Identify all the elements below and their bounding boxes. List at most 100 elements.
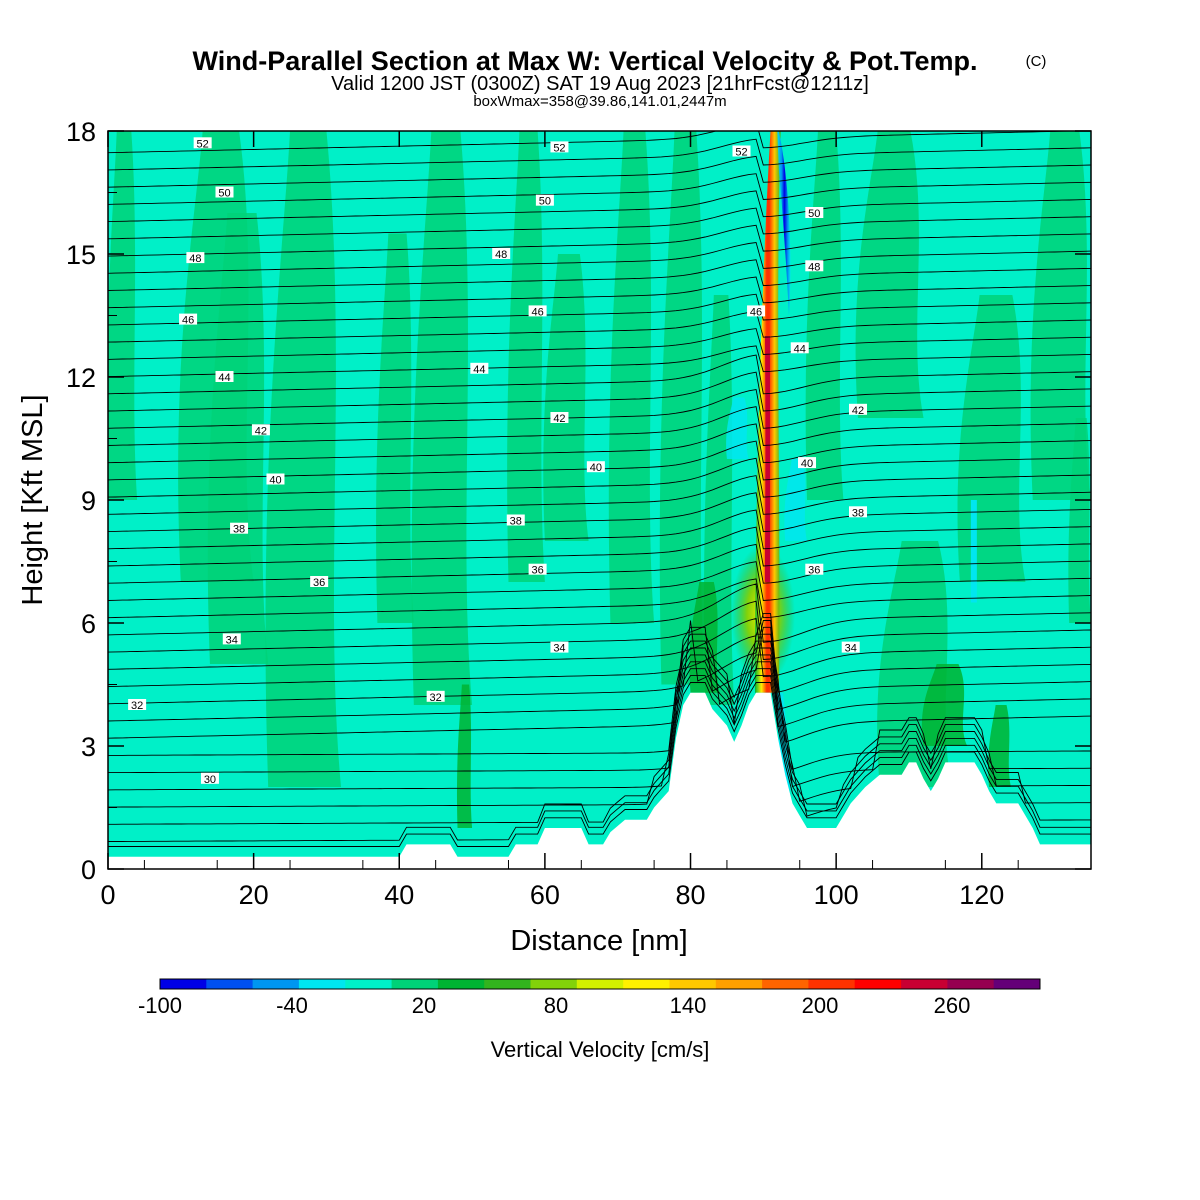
isentrope-line [108,457,1091,498]
isentrope-label: 40 [586,461,605,474]
isentrope-label: 30 [200,772,219,786]
isentrope-line [108,190,1091,223]
colorbar-swatch [993,979,1041,989]
isentrope-label-bg [805,207,824,218]
isentrope-label-text: 48 [495,249,507,261]
isentrope-label: 32 [128,699,147,712]
colorbar-swatch [252,979,300,989]
isentrope-label-bg [805,260,824,272]
isentrope-label-bg [790,342,809,354]
x-tick-label: 40 [384,880,414,910]
isentrope-label-text: 34 [226,634,238,646]
isentrope-label-text: 44 [473,364,485,376]
y-tick-label: 12 [66,363,96,393]
colorbar-swatch [484,979,531,989]
chart-title: Wind-Parallel Section at Max W: Vertical… [193,46,978,76]
isentrope-label-text: 38 [852,507,864,519]
isentrope-label-text: 50 [808,208,820,220]
isentrope-label-bg [798,457,817,469]
isentrope-label-text: 44 [794,343,806,355]
isentrope-label-bg [266,473,285,485]
isentrope-line [108,675,1091,842]
isentrope-label-text: 48 [189,253,201,265]
downdraft-streak [970,500,977,603]
velocity-streak [988,705,1011,787]
isentrope-line [108,131,1091,154]
terrain-mask [108,692,1091,869]
isentrope-label-bg [528,563,547,575]
isentrope-line [108,668,1091,825]
isentrope-line [108,600,1091,660]
isentrope-label-text: 32 [430,692,442,704]
isentrope-label: 48 [186,252,205,265]
isentrope-label-bg [426,690,445,702]
isentrope-label: 52 [193,137,212,150]
x-tick-label: 60 [530,880,560,910]
isentrope-label-text: 50 [218,188,230,200]
colorbar-tick-label: 260 [934,993,971,1018]
isentrope-line [108,371,1091,412]
isentrope-line [108,328,1091,360]
colorbar-swatch [206,979,254,989]
isentrope-lines [108,131,1091,847]
isentrope-label: 36 [528,563,547,577]
isentrope-label: 50 [215,186,234,200]
isentrope-label: 50 [805,207,824,220]
isentrope-label-bg [186,252,205,264]
isentrope-label: 42 [848,403,867,417]
velocity-streak [608,131,655,623]
isentrope-label-text: 32 [131,700,143,712]
isentrope-label-text: 40 [269,475,281,487]
isentrope-line [108,640,1091,770]
colorbar-swatch [762,979,809,989]
isentrope-line [108,276,1091,309]
copyright-mark: (C) [1026,53,1047,70]
isentrope-line [108,682,1091,847]
isentrope-label-text: 40 [590,462,602,474]
isentrope-line [108,207,1091,240]
isentrope-label-text: 46 [750,306,762,318]
velocity-streak [805,131,844,500]
isentrope-label-bg [215,186,234,198]
colorbar-tick-label: 20 [412,993,436,1018]
plot-area: 30 32 32 34 34 34 36 36 36 38 38 38 40 40 40 42 42 42 44 44… [108,131,1091,869]
colorbar-swatch [854,979,902,989]
x-axis-label: Distance [nm] [510,925,687,957]
isentrope-label-text: 34 [553,643,565,655]
isentrope-label-bg [222,633,241,645]
isentrope-label-text: 36 [531,565,543,577]
isentrope-line [108,620,1091,710]
isentrope-label-bg [128,699,147,710]
chart-subtitle: Valid 1200 JST (0300Z) SAT 19 Aug 2023 [… [331,73,869,95]
isentrope-label-text: 52 [735,147,747,159]
isentrope-line [108,561,1091,601]
isentrope-label-bg [550,141,569,153]
isentrope-label: 36 [805,563,824,577]
isentrope-line [108,423,1091,464]
velocity-streak [1030,131,1091,500]
isentrope-label-bg [200,772,219,784]
isentrope-label: 52 [550,141,569,154]
isentrope-label-bg [732,145,751,157]
isentrope-label-bg [586,461,605,473]
isentrope-label-bg [747,305,766,317]
isentrope-label-text: 36 [808,565,820,577]
y-tick-label: 0 [81,855,96,885]
isentrope-label: 44 [790,342,809,355]
isentrope-line [108,406,1091,446]
x-tick-label: 100 [814,880,859,910]
colorbar-tick-label: 80 [544,993,568,1018]
velocity-streak [855,131,924,418]
colorbar-tick-label: 140 [670,993,707,1018]
isentrope-label-text: 30 [204,774,216,786]
updraft-max-core [764,336,770,582]
isentrope-label-bg [251,424,270,436]
colorbar-tick-label: 200 [802,993,839,1018]
isentrope-label: 40 [798,457,817,470]
isentrope-label-text: 42 [255,425,267,437]
isentrope-line [108,345,1091,378]
isentrope-label: 38 [506,514,525,528]
isentrope-line [108,224,1091,257]
x-tick-label: 120 [959,880,1004,910]
